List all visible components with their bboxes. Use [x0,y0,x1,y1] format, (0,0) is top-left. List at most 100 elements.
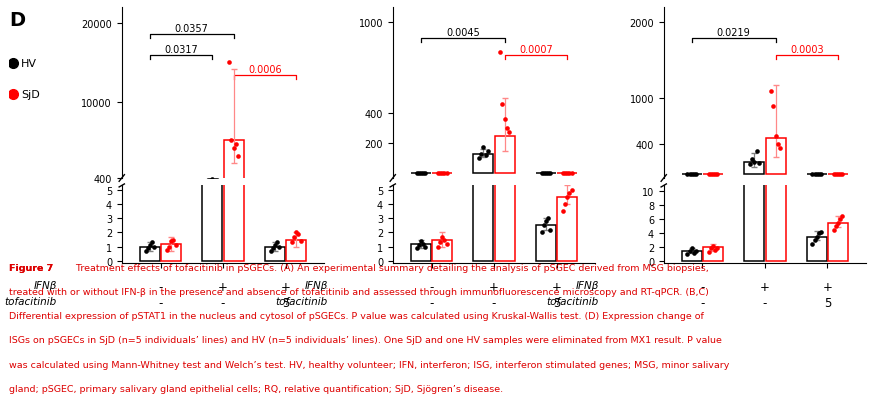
Text: 5: 5 [553,296,560,309]
Text: 0.0007: 0.0007 [519,45,553,54]
Point [166,178,180,184]
Point [812,230,826,237]
Point [752,160,766,167]
Point [815,229,829,235]
Point [169,178,183,184]
Point [681,251,695,258]
Point [418,244,432,250]
Bar [286,240,306,261]
Point [289,230,303,236]
Bar [828,174,848,175]
Point [831,171,845,177]
Point [556,208,570,215]
Point [225,137,239,143]
Point [827,227,841,233]
Point [143,178,157,184]
Bar [682,251,702,261]
Point [414,171,428,177]
Point [541,215,555,222]
Point [287,178,301,184]
Text: -: - [700,281,704,294]
Point [293,238,307,245]
Point [558,201,572,208]
Point [210,177,224,183]
Text: 0.0357: 0.0357 [175,24,209,34]
Point [266,178,280,184]
Point [227,145,241,151]
Point [704,245,717,252]
Point [539,171,553,177]
Point [287,234,301,241]
Point [682,171,696,178]
Point [687,250,701,256]
Point [535,171,549,177]
Point [412,243,426,249]
Point [558,170,572,177]
Point [808,237,822,244]
Point [412,171,426,177]
Bar [224,0,243,261]
Point [543,227,557,233]
Point [706,243,720,249]
Bar [494,0,514,261]
Point [164,238,178,245]
Point [272,244,286,250]
Point [231,153,245,160]
Text: IFNβ: IFNβ [576,281,598,290]
Point [498,117,512,123]
Point [768,134,782,140]
Point [710,245,724,252]
Point [836,213,850,219]
Text: 0.0045: 0.0045 [446,28,480,37]
Text: 0.0317: 0.0317 [164,45,198,54]
Text: +: + [281,281,290,294]
Point [291,178,305,184]
Point [138,248,152,255]
Point [480,149,494,155]
Text: -: - [430,281,434,294]
Point [556,170,570,177]
Point [764,88,778,95]
Point [293,178,307,184]
Bar [473,0,494,261]
Point [433,240,447,246]
Text: -: - [763,296,767,309]
Text: 0.0006: 0.0006 [248,65,282,75]
Text: -: - [700,296,704,309]
Point [829,223,843,230]
Point [690,171,704,178]
Text: -: - [158,296,163,309]
Text: gland; pSGEC, primary salivary gland epithelial cells; RQ, relative quantificati: gland; pSGEC, primary salivary gland epi… [9,384,503,393]
Point [160,178,174,184]
Text: treated with or without IFN-β in the presence and absence of tofacitinib and ass: treated with or without IFN-β in the pre… [9,288,709,296]
Point [266,245,280,252]
Point [708,247,722,254]
Point [207,177,221,183]
Point [410,171,423,177]
Point [145,178,159,184]
Point [831,220,845,226]
Bar [557,197,578,261]
Point [536,171,550,177]
Point [476,144,490,151]
Text: +: + [551,281,562,294]
Point [203,177,217,183]
Point [272,178,286,184]
Point [543,171,557,177]
Point [833,171,847,177]
Point [435,234,449,241]
Point [708,171,722,178]
Point [539,218,553,225]
Point [162,178,176,184]
Point [687,171,701,178]
Point [704,171,717,178]
Point [162,244,176,250]
Point [829,171,843,178]
Point [564,187,578,194]
Bar [807,237,827,261]
Bar [432,240,452,261]
Point [138,178,152,184]
Text: IFNβ: IFNβ [304,281,328,290]
Point [435,171,449,177]
Point [493,50,507,57]
